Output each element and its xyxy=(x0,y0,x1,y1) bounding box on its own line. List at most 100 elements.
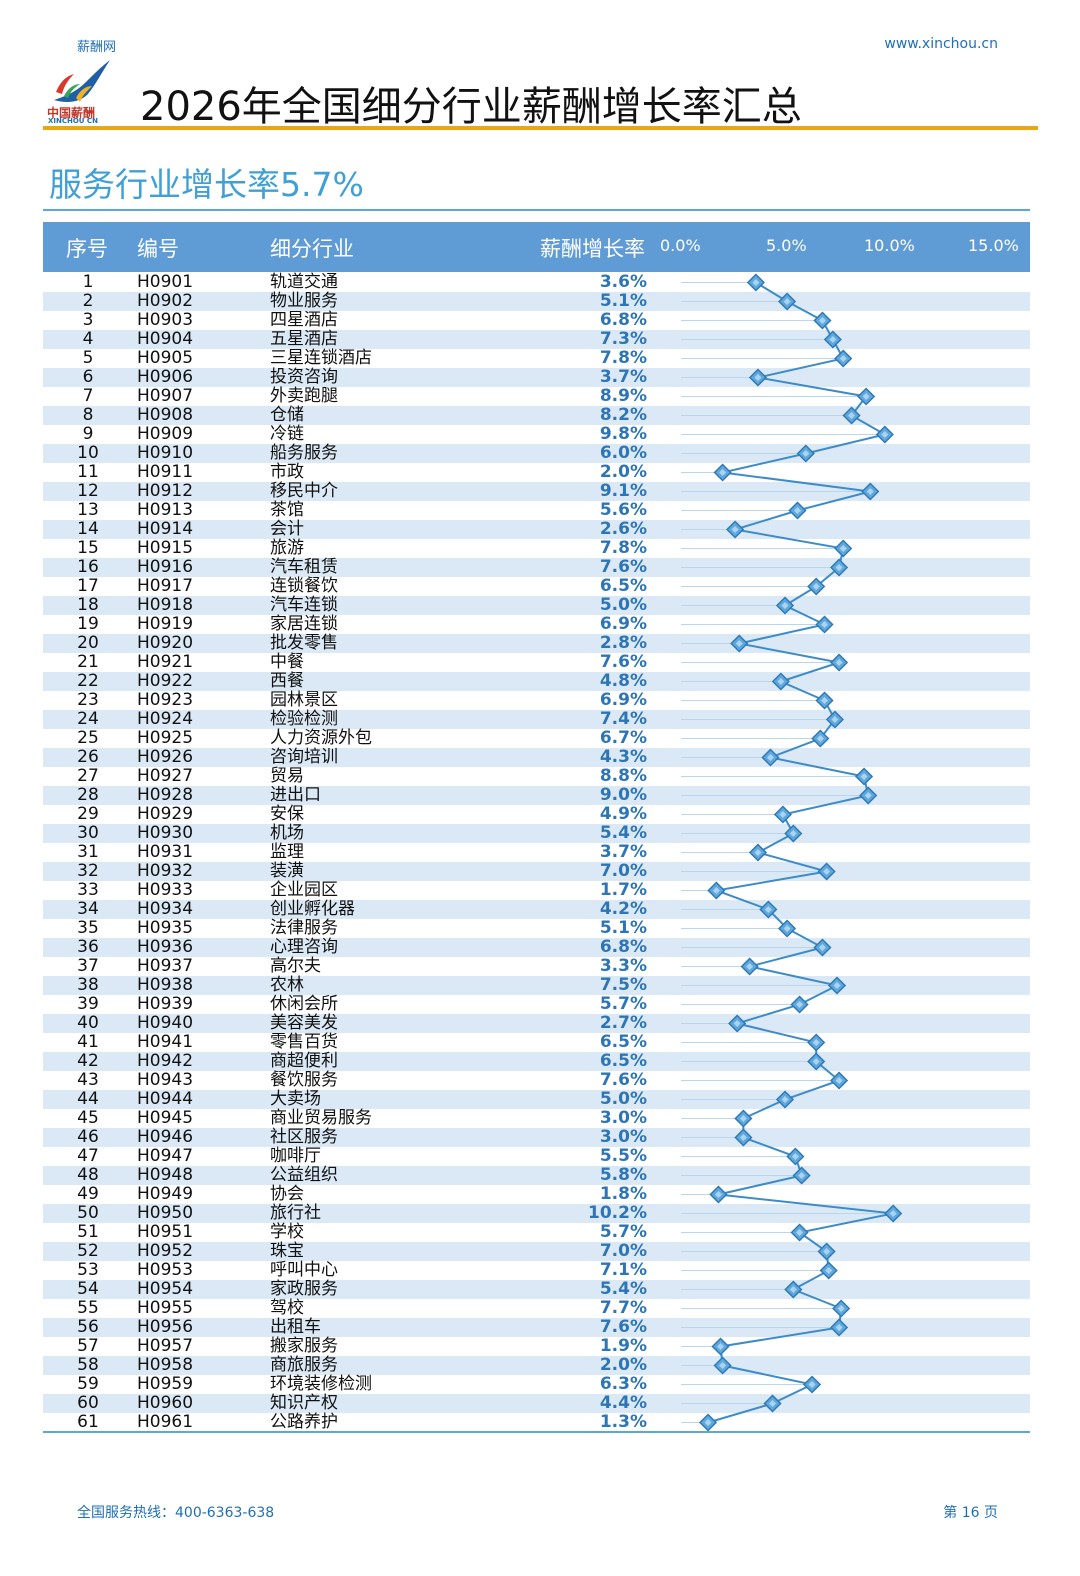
row-code: H0916 xyxy=(137,557,194,577)
table-row: 50 H0950 旅行社 10.2% xyxy=(43,1204,1030,1223)
row-rate: 7.6% xyxy=(599,1070,647,1090)
row-number: 18 xyxy=(77,595,99,615)
row-industry: 轨道交通 xyxy=(270,272,338,292)
table-row: 30 H0930 机场 5.4% xyxy=(43,824,1030,843)
row-rate: 5.4% xyxy=(599,1279,647,1299)
row-code: H0952 xyxy=(137,1241,194,1261)
row-industry: 零售百货 xyxy=(270,1032,338,1052)
row-rate: 7.6% xyxy=(599,1317,647,1337)
row-rate: 7.8% xyxy=(599,348,647,368)
row-code: H0920 xyxy=(137,633,194,653)
row-rate: 7.4% xyxy=(599,709,647,729)
row-code: H0929 xyxy=(137,804,194,824)
row-number: 10 xyxy=(77,443,99,463)
row-code: H0945 xyxy=(137,1108,194,1128)
row-number: 2 xyxy=(82,291,94,311)
row-code: H0943 xyxy=(137,1070,194,1090)
row-industry: 移民中介 xyxy=(270,481,338,501)
row-number: 36 xyxy=(77,937,99,957)
row-industry: 美容美发 xyxy=(270,1013,338,1033)
row-number: 22 xyxy=(77,671,99,691)
row-number: 60 xyxy=(77,1393,99,1413)
table-row: 23 H0923 园林景区 6.9% xyxy=(43,691,1030,710)
row-industry: 检验检测 xyxy=(270,709,338,729)
row-number: 29 xyxy=(77,804,99,824)
row-rate: 6.8% xyxy=(599,310,647,330)
row-code: H0949 xyxy=(137,1184,194,1204)
row-code: H0941 xyxy=(137,1032,194,1052)
table-row: 35 H0935 法律服务 5.1% xyxy=(43,919,1030,938)
row-code: H0925 xyxy=(137,728,194,748)
logo-text-en: XINCHOU CN xyxy=(48,117,98,125)
row-rate: 8.8% xyxy=(599,766,647,786)
row-industry: 三星连锁酒店 xyxy=(270,348,372,368)
col-header-industry: 细分行业 xyxy=(270,237,354,261)
logo-text-cn: 中国薪酬 xyxy=(47,106,96,120)
row-number: 45 xyxy=(77,1108,99,1128)
row-number: 3 xyxy=(82,310,94,330)
table-row: 18 H0918 汽车连锁 5.0% xyxy=(43,596,1030,615)
row-industry: 监理 xyxy=(270,842,304,862)
table-row: 52 H0952 珠宝 7.0% xyxy=(43,1242,1030,1261)
row-industry: 大卖场 xyxy=(270,1089,321,1109)
row-rate: 1.7% xyxy=(599,880,647,900)
row-rate: 6.5% xyxy=(599,1051,647,1071)
table-row: 28 H0928 进出口 9.0% xyxy=(43,786,1030,805)
row-rate: 6.8% xyxy=(599,937,647,957)
axis-tick-label: 0.0% xyxy=(660,236,701,255)
row-number: 54 xyxy=(77,1279,99,1299)
row-industry: 会计 xyxy=(270,519,304,539)
row-code: H0940 xyxy=(137,1013,194,1033)
row-code: H0933 xyxy=(137,880,194,900)
row-industry: 公益组织 xyxy=(270,1165,338,1185)
row-industry: 知识产权 xyxy=(270,1393,338,1413)
row-code: H0960 xyxy=(137,1393,194,1413)
row-number: 11 xyxy=(77,462,99,482)
table-row: 60 H0960 知识产权 4.4% xyxy=(43,1394,1030,1413)
row-industry: 西餐 xyxy=(270,671,304,691)
table-row: 2 H0902 物业服务 5.1% xyxy=(43,292,1030,311)
row-number: 40 xyxy=(77,1013,99,1033)
row-rate: 4.9% xyxy=(599,804,647,824)
row-number: 5 xyxy=(82,348,94,368)
table-row: 57 H0957 搬家服务 1.9% xyxy=(43,1337,1030,1356)
row-number: 58 xyxy=(77,1355,99,1375)
row-number: 32 xyxy=(77,861,99,881)
row-industry: 冷链 xyxy=(270,424,304,444)
row-industry: 外卖跑腿 xyxy=(270,386,338,406)
row-industry: 五星酒店 xyxy=(270,329,338,349)
row-industry: 茶馆 xyxy=(270,500,304,520)
row-rate: 7.7% xyxy=(599,1298,647,1318)
row-code: H0922 xyxy=(137,671,194,691)
row-industry: 中餐 xyxy=(270,652,304,672)
row-industry: 咨询培训 xyxy=(270,747,338,767)
row-number: 55 xyxy=(77,1298,99,1318)
row-rate: 4.4% xyxy=(599,1393,647,1413)
row-industry: 四星酒店 xyxy=(270,310,338,330)
row-industry: 船务服务 xyxy=(270,443,338,463)
row-number: 15 xyxy=(77,538,99,558)
row-number: 37 xyxy=(77,956,99,976)
row-code: H0950 xyxy=(137,1203,194,1223)
table-row: 54 H0954 家政服务 5.4% xyxy=(43,1280,1030,1299)
row-code: H0947 xyxy=(137,1146,194,1166)
row-industry: 贸易 xyxy=(270,766,304,786)
row-code: H0938 xyxy=(137,975,194,995)
row-number: 31 xyxy=(77,842,99,862)
section-title: 服务行业增长率5.7% xyxy=(49,165,364,204)
row-industry: 人力资源外包 xyxy=(270,728,372,748)
row-industry: 物业服务 xyxy=(270,291,338,311)
row-industry: 咖啡厅 xyxy=(270,1146,321,1166)
table-row: 59 H0959 环境装修检测 6.3% xyxy=(43,1375,1030,1394)
row-rate: 3.0% xyxy=(599,1127,647,1147)
row-number: 53 xyxy=(77,1260,99,1280)
row-rate: 9.0% xyxy=(599,785,647,805)
row-code: H0932 xyxy=(137,861,194,881)
row-industry: 出租车 xyxy=(270,1317,321,1337)
row-rate: 8.9% xyxy=(599,386,647,406)
row-industry: 商业贸易服务 xyxy=(270,1108,372,1128)
row-number: 9 xyxy=(82,424,94,444)
site-url[interactable]: www.xinchou.cn xyxy=(884,36,998,52)
row-code: H0914 xyxy=(137,519,194,539)
row-industry: 批发零售 xyxy=(270,633,338,653)
